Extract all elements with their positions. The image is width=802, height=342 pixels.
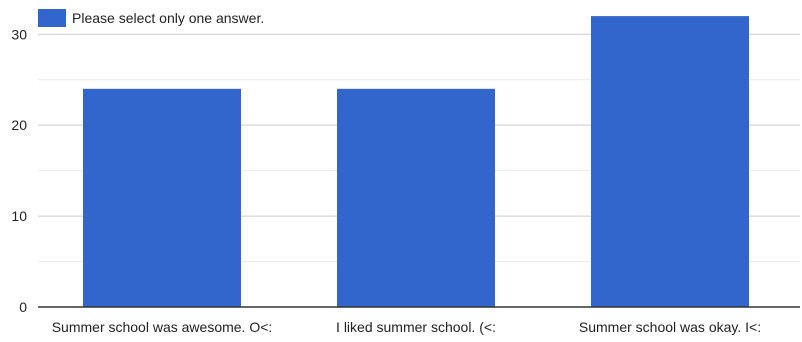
bar[interactable] xyxy=(337,88,495,308)
x-category-label: I liked summer school. (<: xyxy=(336,319,496,335)
legend[interactable]: Please select only one answer. xyxy=(38,9,264,27)
bars xyxy=(83,16,749,308)
y-tick-label: 0 xyxy=(19,299,27,315)
x-category-label: Summer school was okay. I<: xyxy=(579,319,761,335)
axes: 0 10 20 30 Summer school was awesome. O<: I l… xyxy=(11,26,800,335)
y-tick-label: 10 xyxy=(11,208,27,224)
bar[interactable] xyxy=(83,88,241,308)
bar[interactable] xyxy=(591,16,749,307)
legend-label: Please select only one answer. xyxy=(72,10,264,26)
y-tick-label: 30 xyxy=(11,26,27,42)
x-category-label: Summer school was awesome. O<: xyxy=(52,319,273,335)
legend-swatch xyxy=(38,9,66,27)
y-tick-label: 20 xyxy=(11,117,27,133)
